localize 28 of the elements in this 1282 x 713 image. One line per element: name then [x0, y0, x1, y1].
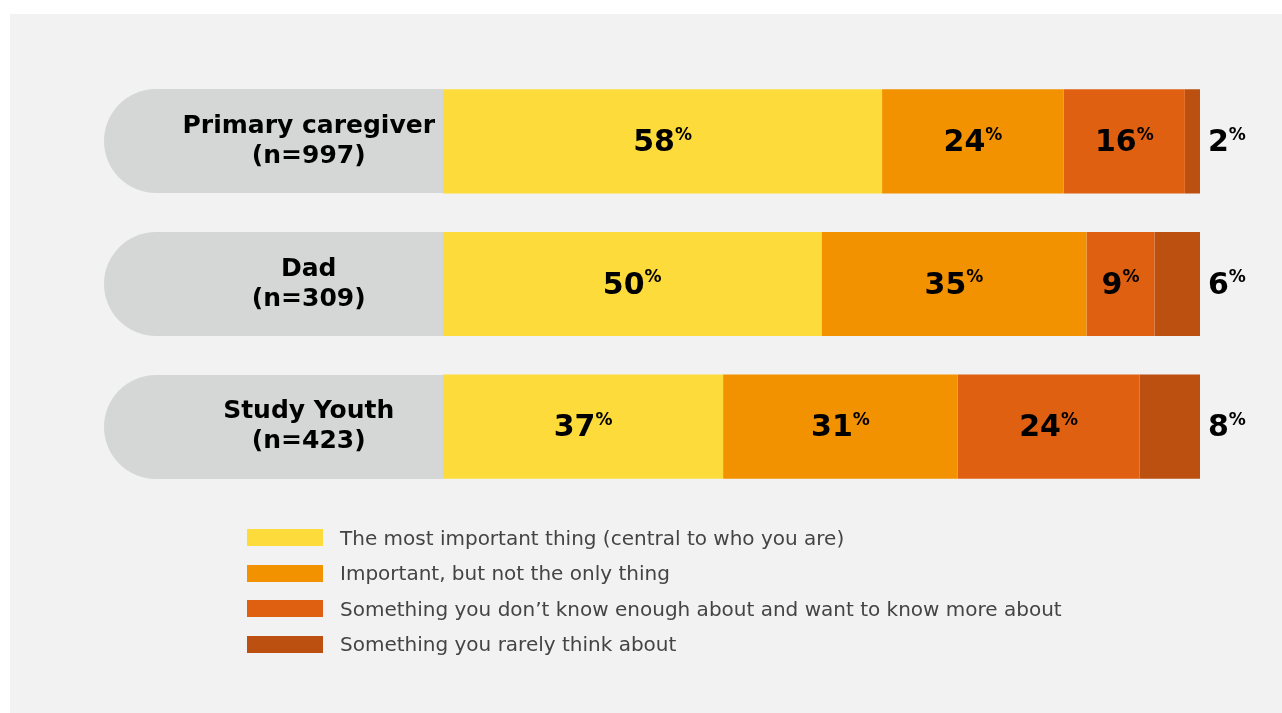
data-label: 2% — [1208, 123, 1246, 159]
data-label: 16% — [1094, 123, 1154, 159]
data-label: 50% — [602, 265, 662, 301]
y-tick-label: Study Youth (n=423) — [223, 395, 395, 455]
data-label: 9% — [1101, 265, 1140, 301]
bar — [1184, 89, 1200, 194]
data-label: 31% — [811, 408, 870, 444]
bar — [882, 89, 1064, 194]
bar — [821, 231, 1087, 337]
bar — [1086, 231, 1155, 337]
legend-label: Something you don’t know enough about and want to know more about — [340, 596, 1062, 621]
data-label: 8% — [1208, 408, 1246, 444]
y-tick-label: Primary caregiver (n=997) — [182, 109, 436, 169]
legend-label: The most important thing (central to who you are) — [340, 525, 845, 550]
data-label: 58% — [633, 123, 692, 159]
bar — [1139, 374, 1200, 479]
data-label: 37% — [553, 408, 613, 444]
data-label: 6% — [1208, 265, 1246, 301]
legend-label: Something you rarely think about — [340, 632, 677, 657]
bar — [723, 374, 958, 479]
y-tick-label: Dad (n=309) — [251, 252, 366, 312]
bar — [957, 374, 1140, 479]
data-label: 35% — [924, 265, 984, 301]
data-label: 24% — [1019, 408, 1078, 444]
legend-label: Important, but not the only thing — [340, 561, 670, 586]
data-label: 24% — [943, 123, 1003, 159]
bar — [1063, 89, 1185, 194]
bar — [1154, 231, 1200, 337]
